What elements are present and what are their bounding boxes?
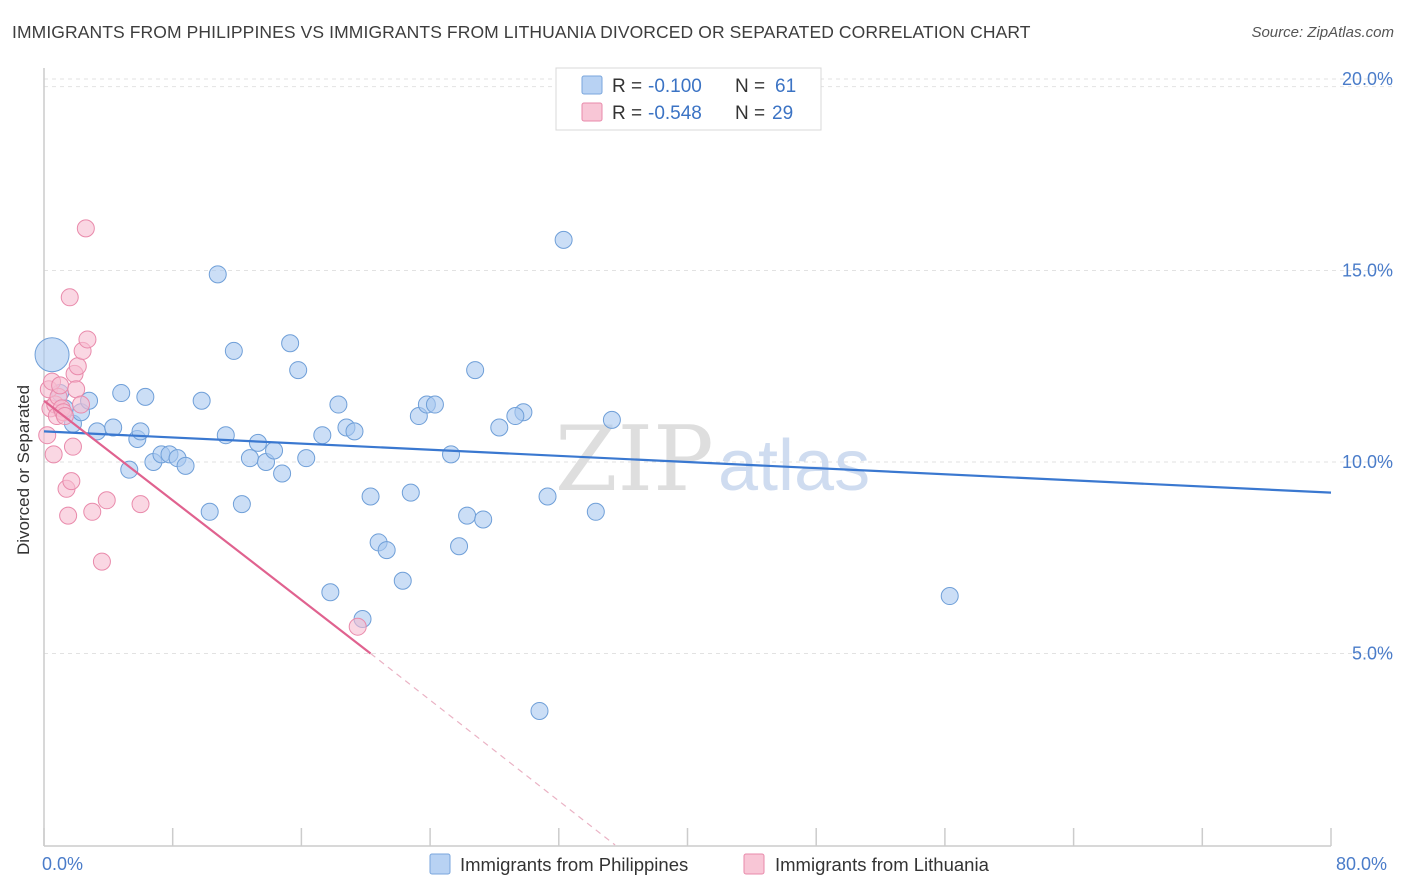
y-tick-label: 20.0% [1342, 69, 1393, 89]
legend-n-value-2: 29 [772, 103, 793, 124]
data-point [104, 418, 123, 437]
bottom-legend-swatch-philippines [429, 853, 451, 875]
data-point [120, 460, 139, 479]
trend-line-dashed [370, 653, 616, 846]
data-point [68, 357, 87, 376]
y-tick-label: 5.0% [1352, 644, 1393, 664]
data-point [240, 449, 259, 468]
data-point [361, 487, 380, 506]
data-point [208, 265, 227, 284]
legend-r-value-1: -0.100 [648, 76, 702, 97]
data-point [425, 395, 444, 414]
data-point [92, 552, 111, 571]
data-point [281, 334, 300, 353]
data-point [97, 491, 116, 510]
data-point [232, 495, 251, 514]
data-point [602, 410, 621, 429]
data-point [59, 506, 78, 525]
bottom-legend-philippines: Immigrants from Philippines [460, 854, 688, 875]
data-point [51, 376, 70, 395]
data-point [442, 445, 461, 464]
data-point [192, 391, 211, 410]
series-lithuania-points [38, 219, 367, 636]
x-tick-labels: 0.0% 80.0% [42, 854, 1387, 874]
data-point [289, 361, 308, 380]
legend-swatch-lithuania [581, 102, 603, 122]
data-point [554, 230, 573, 249]
trend-line-1 [43, 399, 372, 655]
data-point [538, 487, 557, 506]
data-point [136, 387, 155, 406]
legend-r-label-2: R = [612, 103, 642, 124]
bottom-legend-swatch-lithuania [743, 853, 765, 875]
data-point [313, 426, 332, 445]
series-philippines-points [34, 81, 959, 720]
data-point [38, 426, 57, 445]
data-point [474, 510, 493, 529]
data-point [393, 571, 412, 590]
data-point [63, 437, 82, 456]
data-point [321, 583, 340, 602]
legend-r-label-1: R = [612, 76, 642, 97]
data-point [78, 330, 97, 349]
data-point [60, 288, 79, 307]
data-point [67, 380, 86, 399]
legend-swatch-philippines [581, 75, 603, 95]
data-point [83, 502, 102, 521]
data-point [265, 441, 284, 460]
bottom-legend-lithuania: Immigrants from Lithuania [775, 854, 990, 875]
data-point [329, 395, 348, 414]
series-legend: Immigrants from Philippines Immigrants f… [429, 853, 990, 875]
data-point [490, 418, 509, 437]
data-point [466, 361, 485, 380]
data-point [297, 449, 316, 468]
x-tick-marks [43, 828, 1332, 846]
y-tick-label: 10.0% [1342, 452, 1393, 472]
legend-n-label-1: N = [735, 76, 765, 97]
data-point [200, 502, 219, 521]
stats-legend: R = -0.100 N = 61 R = -0.548 N = 29 [555, 67, 822, 131]
y-tick-label: 15.0% [1342, 261, 1393, 281]
chart-title: IMMIGRANTS FROM PHILIPPINES VS IMMIGRANT… [12, 22, 1031, 42]
data-point [72, 395, 91, 414]
data-point [345, 422, 364, 441]
data-point [458, 506, 477, 525]
data-point [530, 701, 549, 720]
data-point [273, 464, 292, 483]
legend-r-value-2: -0.548 [648, 103, 702, 124]
data-point [76, 219, 95, 238]
data-point [377, 541, 396, 560]
data-point [176, 456, 195, 475]
y-tick-labels: 5.0% 10.0% 15.0% 20.0% [1342, 69, 1393, 664]
data-point [450, 537, 469, 556]
x-tick-label-min: 0.0% [42, 854, 83, 874]
x-tick-label-max: 80.0% [1336, 854, 1387, 874]
data-point [940, 587, 959, 606]
data-point [34, 337, 70, 373]
data-point [112, 384, 131, 403]
grid-lines [44, 78, 1392, 654]
trend-lines [43, 399, 1332, 846]
data-point [506, 407, 525, 426]
data-point [224, 341, 243, 360]
legend-n-value-1: 61 [775, 76, 796, 97]
data-point [586, 502, 605, 521]
data-point [131, 495, 150, 514]
legend-n-label-2: N = [735, 103, 765, 124]
data-point [44, 445, 63, 464]
watermark: ZIP atlas [555, 407, 870, 512]
data-point [348, 617, 367, 636]
trend-line-0 [43, 430, 1332, 494]
data-point [401, 483, 420, 502]
data-point [62, 472, 81, 491]
chart-source: Source: ZipAtlas.com [1251, 24, 1394, 41]
